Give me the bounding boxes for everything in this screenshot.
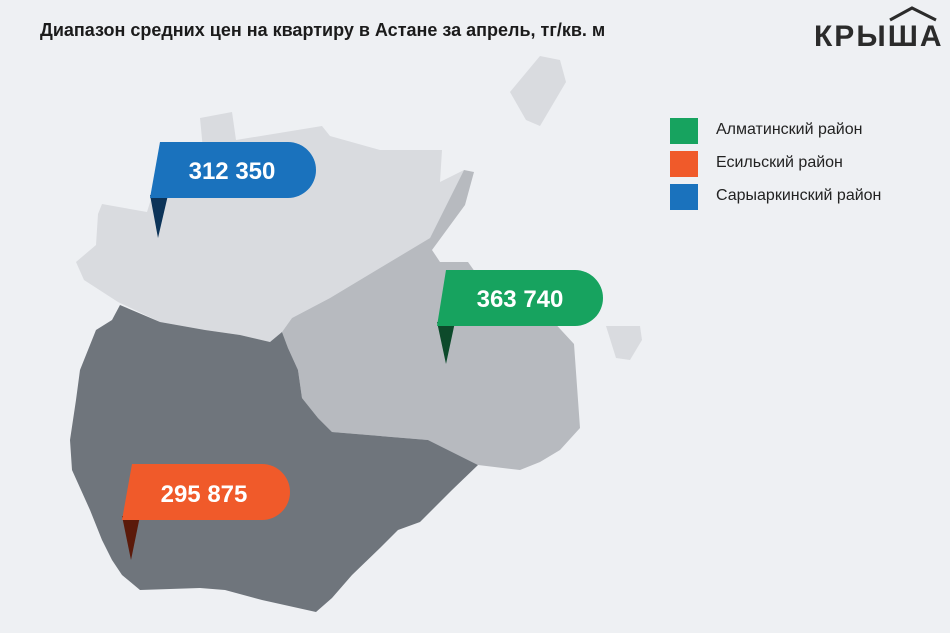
- island-east: [606, 326, 642, 360]
- legend-swatch-esil: [670, 151, 698, 177]
- esil-pin-tail: [122, 516, 140, 560]
- saryarka-district[interactable]: [76, 112, 464, 342]
- esil-pin-flag: [122, 464, 290, 520]
- legend-label-esil: Есильский район: [716, 154, 843, 171]
- legend-label-saryarka: Сарыаркинский район: [716, 187, 882, 204]
- esil-district[interactable]: [70, 305, 478, 612]
- almaty-price-label: 363 740: [477, 286, 564, 313]
- legend-swatch-saryarka: [670, 184, 698, 210]
- logo-text: КРЫША: [814, 20, 944, 53]
- almaty-pin-flag: [437, 270, 603, 326]
- almaty-price-pin[interactable]: 363 740: [437, 270, 603, 364]
- saryarka-pin-tail: [150, 195, 168, 238]
- esil-price-label: 295 875: [161, 481, 248, 508]
- page-title: Диапазон средних цен на квартиру в Астан…: [40, 20, 606, 40]
- logo-roof-icon: [889, 6, 937, 22]
- saryarka-price-label: 312 350: [189, 158, 276, 185]
- almaty-district[interactable]: [282, 170, 580, 470]
- esil-price-pin[interactable]: 295 875: [122, 464, 290, 560]
- legend-label-almaty: Алматинский район: [716, 121, 863, 138]
- almaty-pin-tail: [437, 322, 455, 364]
- legend-swatch-almaty: [670, 118, 698, 144]
- island-north: [510, 56, 566, 126]
- saryarka-price-pin[interactable]: 312 350: [150, 142, 316, 238]
- saryarka-pin-flag: [150, 142, 316, 198]
- krysha-logo: КРЫША: [814, 6, 942, 56]
